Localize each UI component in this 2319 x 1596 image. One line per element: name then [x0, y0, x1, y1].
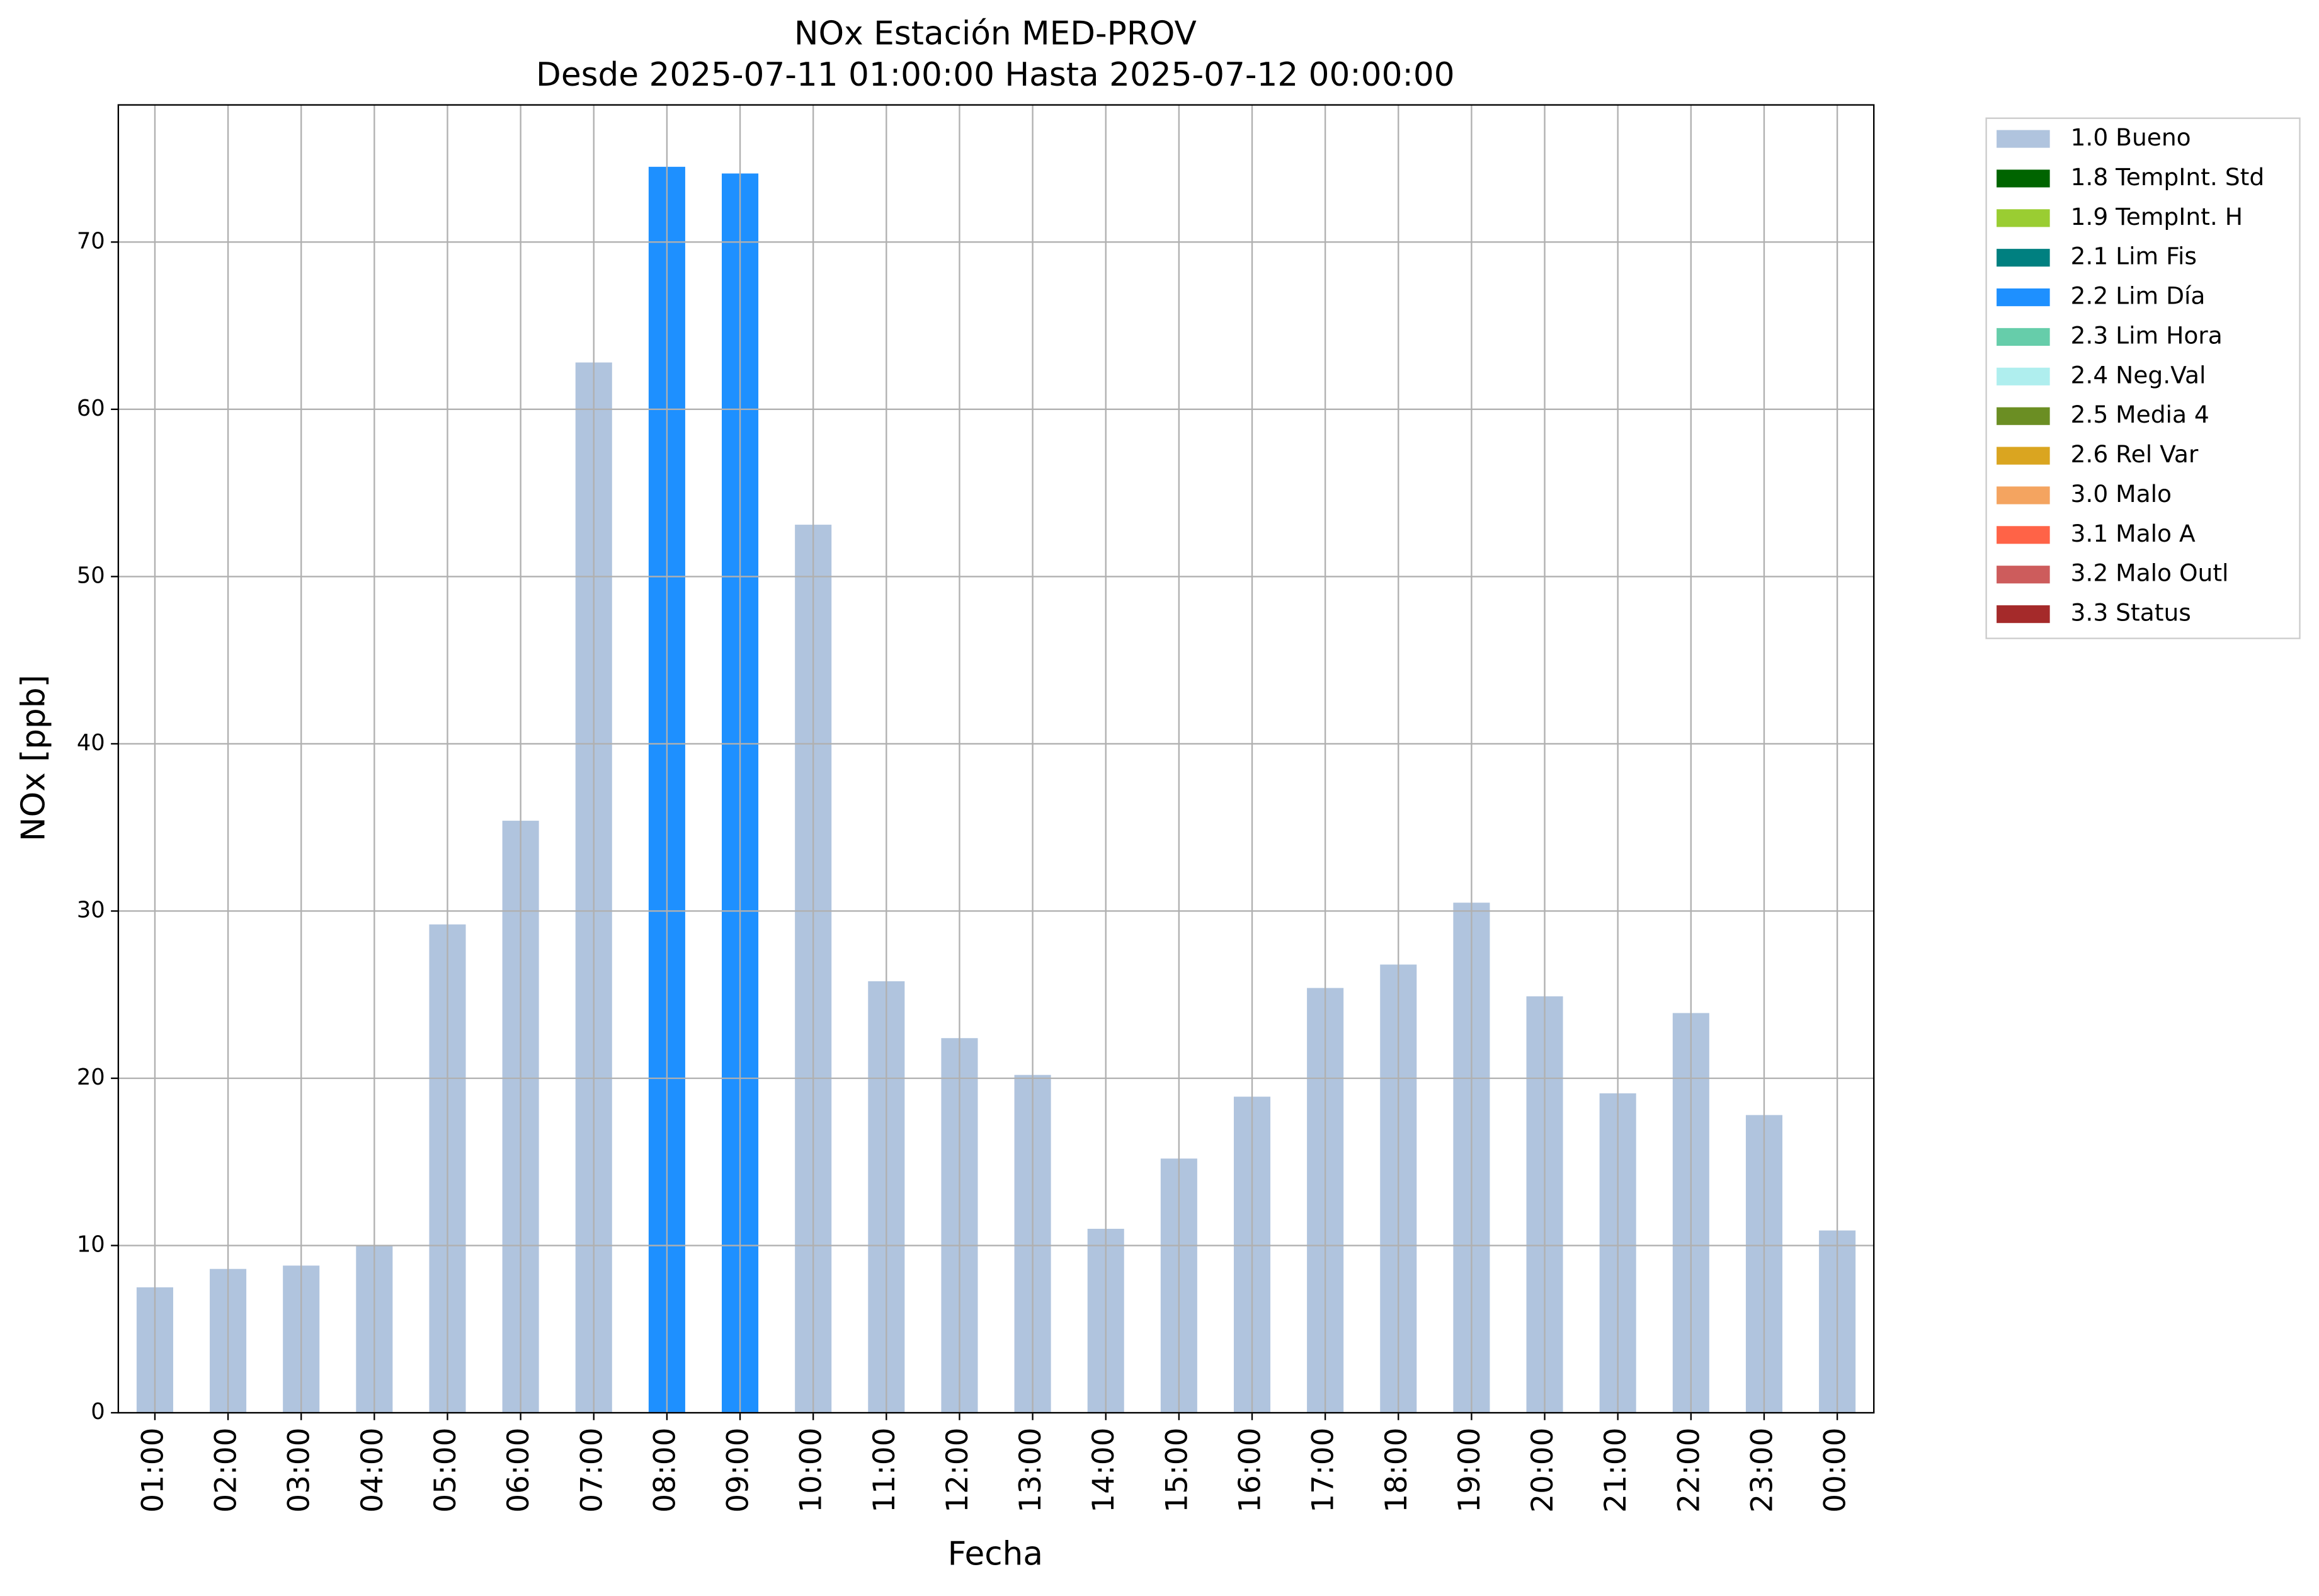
legend-swatch: [1997, 605, 2050, 624]
x-tick-label: 15:00: [1160, 1428, 1194, 1513]
legend-label: 2.3 Lim Hora: [2071, 321, 2223, 349]
chart-title: NOx Estación MED-PROV: [794, 14, 1197, 52]
x-tick-label: 14:00: [1086, 1428, 1121, 1513]
legend-swatch: [1997, 130, 2050, 148]
x-tick-label: 23:00: [1745, 1428, 1779, 1513]
legend-label: 3.1 Malo A: [2071, 520, 2196, 547]
legend-swatch: [1997, 328, 2050, 346]
x-tick-label: 19:00: [1452, 1428, 1487, 1513]
x-tick-label: 01:00: [135, 1428, 170, 1513]
legend-label: 1.9 TempInt. H: [2071, 203, 2243, 231]
legend-label: 2.5 Media 4: [2071, 401, 2209, 428]
y-axis-label: NOx [ppb]: [14, 675, 52, 841]
y-tick-label: 20: [77, 1064, 105, 1090]
legend-swatch: [1997, 526, 2050, 544]
legend-label: 2.1 Lim Fis: [2071, 242, 2197, 270]
legend-label: 2.2 Lim Día: [2071, 282, 2206, 310]
x-tick-label: 21:00: [1598, 1428, 1633, 1513]
x-tick-label: 20:00: [1525, 1428, 1560, 1513]
x-tick-label: 00:00: [1818, 1428, 1853, 1513]
x-tick-label: 02:00: [209, 1428, 244, 1513]
x-tick-label: 22:00: [1672, 1428, 1706, 1513]
legend-label: 3.3 Status: [2071, 599, 2191, 627]
plot-frame: [117, 104, 1875, 1414]
y-tick-label: 60: [77, 396, 105, 421]
legend-swatch: [1997, 169, 2050, 188]
legend-swatch: [1997, 447, 2050, 465]
x-tick-label: 03:00: [282, 1428, 317, 1513]
y-tick-label: 30: [77, 897, 105, 923]
legend-label: 1.0 Bueno: [2071, 123, 2191, 151]
x-axis-label: Fecha: [948, 1536, 1043, 1573]
x-tick-label: 09:00: [721, 1428, 756, 1513]
legend-swatch: [1997, 288, 2050, 307]
legend-swatch: [1997, 486, 2050, 504]
x-tick-label: 08:00: [647, 1428, 682, 1513]
y-tick-label: 70: [77, 228, 105, 254]
legend-swatch: [1997, 407, 2050, 425]
x-tick-label: 13:00: [1013, 1428, 1048, 1513]
legend-swatch: [1997, 367, 2050, 385]
x-tick-label: 12:00: [940, 1428, 975, 1513]
x-tick-label: 16:00: [1233, 1428, 1267, 1513]
x-tick-label: 07:00: [574, 1428, 609, 1513]
y-tick-label: 40: [77, 730, 105, 756]
legend-label: 2.6 Rel Var: [2071, 440, 2199, 468]
y-tick-label: 10: [77, 1232, 105, 1258]
x-tick-label: 11:00: [867, 1428, 902, 1513]
legend-label: 3.2 Malo Outl: [2071, 559, 2229, 587]
legend-swatch: [1997, 566, 2050, 584]
legend-label: 2.4 Neg.Val: [2071, 361, 2206, 389]
y-tick-label: 0: [91, 1399, 105, 1425]
x-tick-label: 17:00: [1306, 1428, 1341, 1513]
x-tick-label: 05:00: [428, 1428, 463, 1513]
legend-swatch: [1997, 249, 2050, 267]
x-tick-label: 18:00: [1379, 1428, 1414, 1513]
x-tick-label: 04:00: [355, 1428, 390, 1513]
x-tick-label: 10:00: [794, 1428, 829, 1513]
legend-label: 1.8 TempInt. Std: [2071, 163, 2265, 191]
x-tick-label: 06:00: [501, 1428, 536, 1513]
legend-swatch: [1997, 209, 2050, 227]
y-tick-label: 50: [77, 562, 105, 588]
chart-subtitle: Desde 2025-07-11 01:00:00 Hasta 2025-07-…: [536, 56, 1455, 94]
legend-label: 3.0 Malo: [2071, 480, 2172, 508]
